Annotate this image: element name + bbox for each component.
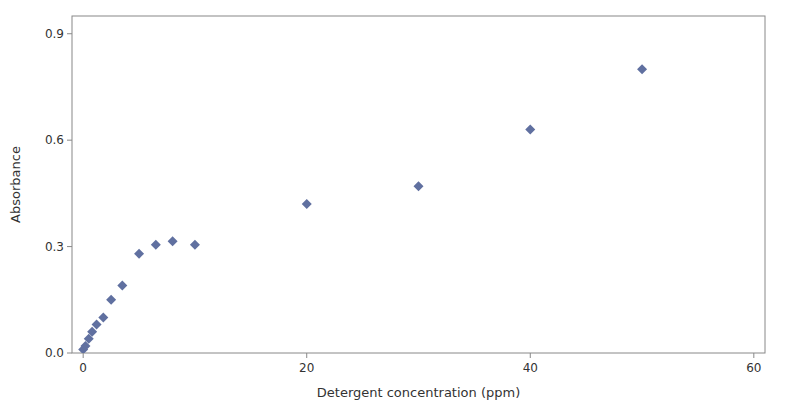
x-tick-label: 20 bbox=[299, 361, 314, 375]
x-tick bbox=[753, 353, 754, 358]
y-tick bbox=[67, 246, 72, 247]
point bbox=[414, 181, 424, 191]
y-tick-label: 0.9 bbox=[45, 27, 64, 41]
points bbox=[78, 64, 647, 353]
x-tick-label: 40 bbox=[523, 361, 538, 375]
x-tick-label: 60 bbox=[746, 361, 761, 375]
y-tick-label: 0.0 bbox=[45, 346, 64, 360]
point bbox=[106, 295, 116, 305]
point bbox=[190, 240, 200, 250]
point bbox=[117, 281, 127, 291]
x-tick bbox=[306, 353, 307, 358]
point bbox=[151, 240, 161, 250]
x-tick bbox=[83, 353, 84, 358]
point bbox=[92, 320, 102, 330]
point bbox=[98, 313, 108, 323]
x-tick-label: 0 bbox=[79, 361, 87, 375]
y-tick-label: 0.6 bbox=[45, 133, 64, 147]
point bbox=[637, 64, 647, 74]
y-tick bbox=[67, 140, 72, 141]
point bbox=[525, 125, 535, 135]
plot-frame bbox=[72, 16, 765, 353]
chart: 0 20 40 60 0.0 0.3 0.6 0.9 Detergent concentrati… bbox=[0, 0, 787, 411]
y-tick bbox=[67, 33, 72, 34]
y-tick-label: 0.3 bbox=[45, 240, 64, 254]
y-axis-label: Absorbance bbox=[8, 146, 23, 223]
point bbox=[134, 249, 144, 259]
x-tick bbox=[530, 353, 531, 358]
y-tick bbox=[67, 353, 72, 354]
point bbox=[168, 236, 178, 246]
point bbox=[302, 199, 312, 209]
x-axis-label: Detergent concentration (ppm) bbox=[317, 385, 520, 400]
